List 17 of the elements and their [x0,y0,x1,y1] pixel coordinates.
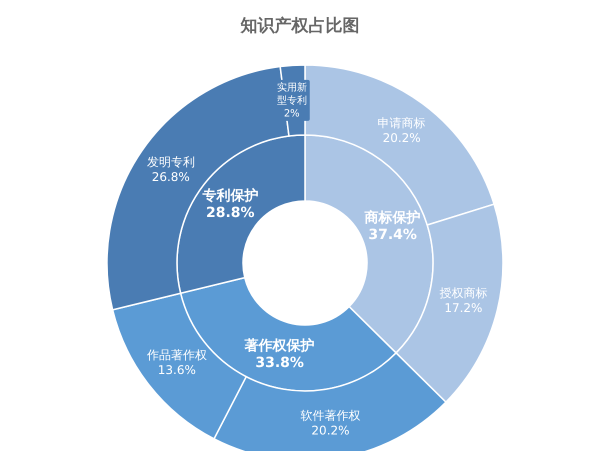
slice-label: 作品著作权 [146,348,207,362]
data-label: 20.2% [311,424,350,438]
data-label: 20.2% [382,132,421,146]
slice-label: 授权商标 [439,286,488,300]
data-label: 28.8% [206,204,255,221]
data-label: 13.6% [158,363,196,378]
slice-label: 软件著作权 [300,408,360,423]
slice-label: 申请商标 [378,116,426,131]
slice-label: 商标保护 [364,208,421,226]
data-label: 17.2% [444,301,482,316]
data-label: 26.8% [152,170,190,184]
data-label: 37.4% [368,226,417,243]
slice-label: 著作权保护 [244,336,315,354]
chart-title: 知识产权占比图 [239,15,360,37]
slice-label: 专利保护 [201,186,258,204]
slice-label: 发明专利 [146,155,195,170]
data-label: 33.8% [255,354,304,371]
